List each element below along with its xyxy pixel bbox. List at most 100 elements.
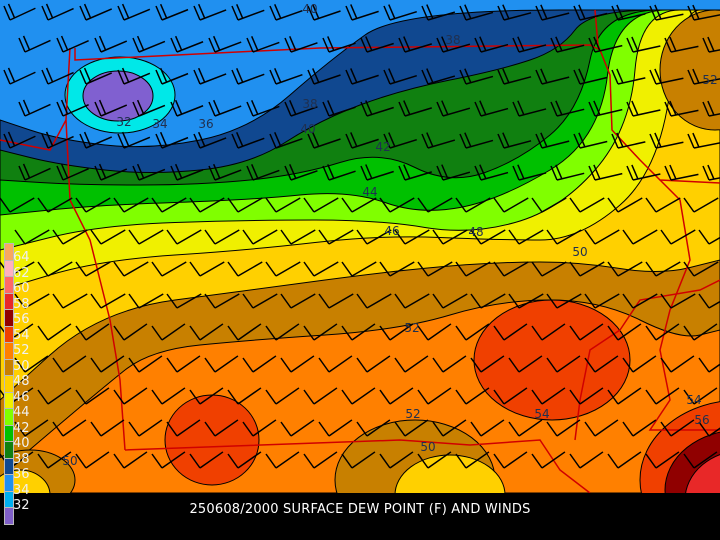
wind-barb [3, 67, 36, 85]
wind-barb [246, 35, 280, 53]
wind-barb [75, 387, 110, 405]
wind-barb [698, 229, 720, 245]
legend-swatch [4, 343, 14, 360]
wind-barb [550, 164, 585, 181]
fill-54 [164, 394, 260, 486]
wind-barb [660, 419, 695, 437]
contour-label: 34 [152, 117, 167, 131]
wind-barb [607, 451, 642, 469]
wind-barb [459, 132, 494, 149]
wind-barb [113, 323, 148, 341]
wind-barb [687, 68, 720, 85]
legend-swatch [4, 392, 14, 409]
wind-barb [303, 451, 338, 469]
wind-barb [474, 100, 509, 117]
wind-barb [41, 131, 74, 149]
wind-barb [151, 261, 187, 277]
wind-barb [208, 35, 242, 53]
contour-label: 50 [572, 245, 587, 259]
wind-barb [360, 36, 394, 53]
wind-barb [90, 419, 125, 437]
legend-swatch [4, 508, 14, 525]
wind-barb [307, 4, 341, 21]
wind-barb [687, 4, 720, 21]
wind-barb [246, 99, 280, 117]
wind-barb [649, 4, 684, 21]
wind-barb [645, 323, 680, 341]
legend-swatch [4, 277, 14, 294]
wind-barb [356, 355, 391, 373]
wind-barb [303, 261, 339, 277]
legend-label: 32 [13, 498, 30, 513]
wind-barb [94, 163, 128, 181]
wind-barb [611, 132, 646, 149]
wind-barb [41, 3, 74, 21]
wind-barb [14, 229, 50, 245]
wind-barb [113, 451, 148, 469]
contour-label: 38 [302, 97, 317, 111]
wind-barb [128, 293, 164, 309]
contour-label: 52 [404, 321, 419, 335]
wind-barb [204, 419, 239, 437]
wind-barb [626, 100, 661, 117]
wind-barb [341, 323, 376, 341]
wind-barb [379, 387, 414, 405]
wind-barb [90, 293, 126, 309]
wind-barb [398, 164, 433, 181]
contour-label: 54 [686, 393, 701, 407]
wind-barb [52, 419, 87, 437]
wind-barb [421, 4, 456, 21]
wind-barb [508, 293, 544, 309]
wind-barb [242, 355, 277, 373]
wind-barb [303, 197, 339, 213]
wind-barb [265, 451, 300, 469]
wind-barb [417, 323, 452, 341]
wind-barb [90, 229, 126, 245]
wind-barb [550, 100, 585, 117]
wind-barb [284, 36, 318, 53]
wind-barb [75, 197, 111, 213]
wind-barb [284, 164, 318, 181]
wind-barb [307, 132, 341, 149]
wind-barb [683, 197, 719, 213]
legend-label: 40 [13, 436, 30, 451]
wind-barb [18, 35, 51, 53]
wind-barb [75, 261, 111, 277]
wind-barb [113, 261, 149, 277]
contour-label: 54 [534, 407, 549, 421]
legend-label: 48 [13, 374, 30, 389]
wind-barb [660, 293, 696, 309]
wind-barb [113, 387, 148, 405]
wind-barb [497, 4, 532, 21]
wind-barb [546, 355, 581, 373]
wind-barb [242, 293, 278, 309]
wind-barb [645, 261, 681, 277]
wind-barb [531, 197, 567, 213]
contour-label: 40 [300, 122, 315, 136]
wind-barb [193, 3, 227, 21]
wind-barb [14, 355, 49, 373]
wind-barb [189, 323, 224, 341]
wind-barb [170, 163, 204, 181]
wind-barb [588, 164, 623, 181]
wind-barb [322, 164, 356, 181]
wind-barb [394, 355, 429, 373]
wind-barb [37, 387, 72, 405]
wind-barb [94, 35, 128, 53]
wind-barb [569, 451, 604, 469]
wind-barb [94, 99, 128, 117]
wind-barb [607, 261, 643, 277]
wind-barb [189, 387, 224, 405]
wind-barb [117, 131, 151, 149]
legend-label: 60 [13, 281, 30, 296]
wind-barb [383, 4, 417, 21]
wind-barb [459, 68, 494, 85]
wind-barb [508, 229, 544, 245]
wind-barb [170, 35, 204, 53]
legend-label: 56 [13, 312, 30, 327]
legend-label: 50 [13, 358, 30, 374]
wind-barb [459, 4, 494, 21]
wind-barb [432, 419, 467, 437]
wind-barb [664, 36, 699, 53]
wind-barb [166, 419, 201, 437]
